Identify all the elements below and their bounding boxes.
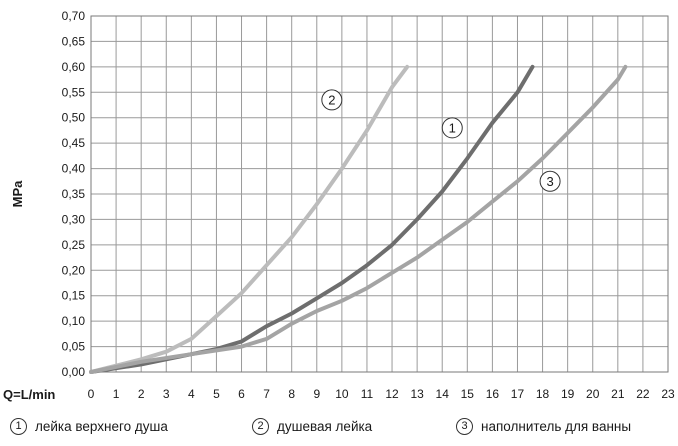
x-tick-label: 7 — [263, 387, 270, 401]
y-tick-label: 0,50 — [62, 111, 86, 125]
y-tick-labels: 0,00 0,05 0,10 0,15 0,20 0,25 0,30 0,35 0,40 0,45… — [62, 9, 86, 379]
x-tick-label: 8 — [288, 387, 295, 401]
grid — [90, 15, 669, 373]
x-tick-labels: 0 1 2 3 4 5 6 7 8 9 10 11 12 13 14 15 16 17 18 19 20 21 22 23 — [88, 387, 675, 401]
y-tick-label: 0,00 — [62, 365, 86, 379]
x-tick-label: 5 — [213, 387, 220, 401]
series-marker-label-2: 2 — [328, 92, 335, 107]
plot-frame — [90, 15, 669, 373]
legend-item-3: 3 наполнитель для ванны — [456, 418, 631, 435]
series-line-3 — [89, 64, 628, 374]
x-tick-label: 3 — [163, 387, 170, 401]
y-tick-label: 0,40 — [62, 162, 86, 176]
y-tick-label: 0,55 — [62, 85, 86, 99]
y-tick-label: 0,05 — [62, 340, 86, 354]
x-tick-label: 17 — [511, 387, 525, 401]
series-lines — [89, 64, 628, 374]
x-tick-label: 2 — [138, 387, 145, 401]
x-tick-label: 20 — [586, 387, 600, 401]
x-tick-label: 4 — [188, 387, 195, 401]
x-tick-label: 0 — [88, 387, 95, 401]
x-tick-label: 23 — [661, 387, 675, 401]
legend-label-3: наполнитель для ванны — [481, 419, 632, 434]
x-tick-label: 18 — [536, 387, 550, 401]
series-markers: 2 1 3 — [321, 89, 561, 192]
legend-marker-2: 2 — [252, 418, 269, 435]
y-tick-label: 0,60 — [62, 60, 86, 74]
x-tick-label: 13 — [410, 387, 424, 401]
legend-marker-1: 1 — [10, 418, 27, 435]
legend-label-2: душевая лейка — [277, 419, 373, 434]
y-tick-label: 0,30 — [62, 212, 86, 226]
x-tick-label: 6 — [238, 387, 245, 401]
x-tick-label: 21 — [611, 387, 625, 401]
x-tick-label: 1 — [113, 387, 120, 401]
legend-marker-3: 3 — [456, 418, 473, 435]
legend-item-2: 2 душевая лейка — [252, 418, 372, 435]
x-tick-label: 9 — [313, 387, 320, 401]
legend-item-1: 1 лейка верхнего душа — [10, 418, 168, 435]
series-marker-label-3: 3 — [546, 174, 553, 189]
y-axis-title: MPa — [10, 180, 25, 208]
y-tick-label: 0,45 — [62, 136, 86, 150]
series-marker-circle-1 — [441, 117, 463, 139]
x-tick-label: 14 — [436, 387, 450, 401]
legend: 1 лейка верхнего душа 2 душевая лейка 3 … — [0, 418, 678, 444]
series-marker-label-1: 1 — [449, 120, 456, 135]
y-tick-label: 0,15 — [62, 289, 86, 303]
pressure-flow-chart: 0,00 0,05 0,10 0,15 0,20 0,25 0,30 0,35 0,40 0,45… — [3, 9, 675, 402]
y-tick-label: 0,35 — [62, 187, 86, 201]
y-tick-label: 0,20 — [62, 263, 86, 277]
series-marker-circle-3 — [539, 170, 561, 192]
x-tick-label: 22 — [636, 387, 650, 401]
y-tick-label: 0,65 — [62, 34, 86, 48]
y-tick-label: 0,10 — [62, 314, 86, 328]
x-tick-label: 10 — [335, 387, 349, 401]
x-tick-label: 15 — [461, 387, 475, 401]
legend-label-1: лейка верхнего душа — [35, 419, 168, 434]
y-tick-label: 0,25 — [62, 238, 86, 252]
x-tick-label: 11 — [361, 387, 374, 401]
series-line-2 — [89, 64, 410, 374]
x-tick-label: 16 — [486, 387, 500, 401]
y-tick-label: 0,70 — [62, 9, 86, 23]
x-tick-label: 19 — [561, 387, 575, 401]
x-axis-title: Q=L/min — [3, 387, 55, 402]
x-tick-label: 12 — [385, 387, 399, 401]
series-marker-circle-2 — [321, 89, 343, 111]
